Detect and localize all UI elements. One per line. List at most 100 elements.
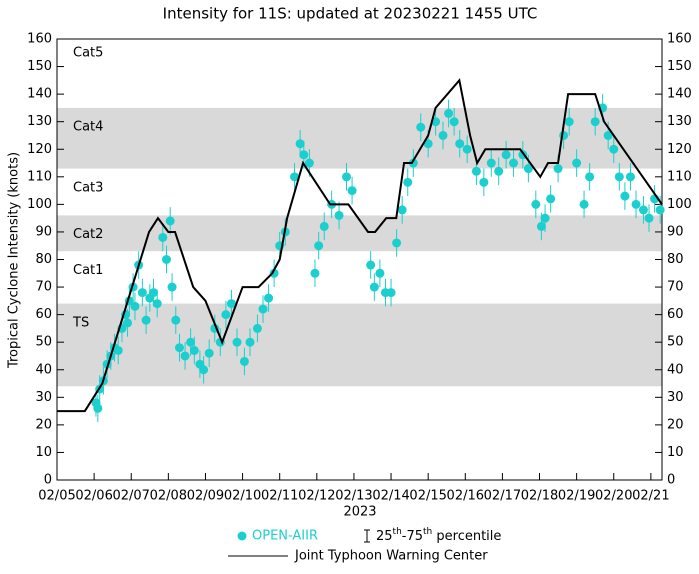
- y-tick-label: 80: [35, 252, 52, 267]
- data-point: [386, 288, 396, 298]
- data-point: [258, 304, 268, 314]
- y2-tick-label: 100: [667, 197, 692, 212]
- y2-tick-label: 40: [667, 362, 684, 377]
- data-point: [438, 130, 448, 140]
- data-point: [449, 117, 459, 127]
- data-point: [375, 268, 385, 278]
- y-tick-label: 100: [27, 197, 52, 212]
- data-point: [585, 172, 595, 182]
- data-point: [161, 255, 171, 264]
- data-point: [494, 166, 504, 176]
- y-tick-label: 110: [27, 169, 52, 184]
- legend-marker: [237, 531, 247, 541]
- x-tick-label: 02/17: [484, 489, 521, 504]
- data-point: [314, 241, 324, 251]
- data-point: [149, 288, 159, 298]
- legend-label-part: th: [393, 527, 402, 537]
- data-point: [189, 345, 199, 355]
- data-point: [245, 337, 255, 347]
- data-point: [471, 166, 481, 176]
- x-tick-label: 02/06: [75, 489, 112, 504]
- data-point: [408, 158, 418, 168]
- data-point: [264, 293, 274, 303]
- data-point: [403, 177, 413, 187]
- data-point: [204, 348, 214, 358]
- x-tick-label: 02/18: [521, 489, 558, 504]
- data-point: [310, 268, 320, 278]
- legend-label-part: percentile: [432, 529, 501, 544]
- chart-title: Intensity for 11S: updated at 20230221 1…: [163, 5, 538, 23]
- y-label: Tropical Cyclone Intensity (knots): [7, 152, 22, 369]
- data-point: [501, 150, 511, 160]
- y-tick-label: 60: [35, 307, 52, 322]
- data-point: [444, 108, 454, 118]
- y-tick-label: 50: [35, 335, 52, 350]
- y2-tick-label: 130: [667, 114, 692, 129]
- data-point: [397, 205, 407, 215]
- data-point: [423, 139, 433, 149]
- data-point: [479, 177, 489, 187]
- y2-tick-label: 20: [667, 417, 684, 432]
- legend-errorbar: [364, 529, 370, 543]
- data-point: [572, 158, 582, 168]
- x-tick-label: 02/15: [409, 489, 446, 504]
- legend-label: OPEN-AIIR: [252, 529, 318, 544]
- band-label: Cat2: [73, 227, 103, 242]
- data-point: [655, 205, 665, 215]
- data-point: [221, 310, 231, 320]
- y2-tick-label: 90: [667, 224, 684, 239]
- data-point: [625, 172, 635, 182]
- data-point: [579, 199, 589, 209]
- legend-label-part: -75: [402, 529, 423, 544]
- data-point: [295, 139, 305, 149]
- data-point: [167, 282, 177, 292]
- data-point: [366, 260, 376, 270]
- data-point: [93, 403, 103, 413]
- data-point: [158, 232, 168, 242]
- data-point: [455, 139, 465, 149]
- data-point: [644, 213, 654, 223]
- y-tick-label: 0: [44, 473, 52, 488]
- x-tick-label: 02/12: [298, 489, 335, 504]
- data-point: [113, 345, 123, 355]
- x-tick-label: 02/07: [112, 489, 149, 504]
- data-point: [199, 365, 209, 375]
- data-point: [590, 117, 600, 127]
- data-point: [290, 172, 300, 182]
- data-point: [347, 186, 357, 196]
- y-tick-label: 140: [27, 87, 52, 102]
- band-label: Cat1: [73, 263, 103, 278]
- intensity-band: [57, 303, 662, 387]
- data-point: [137, 288, 147, 298]
- data-point: [180, 351, 190, 361]
- data-point: [531, 199, 541, 209]
- data-point: [392, 238, 402, 248]
- x-tick-label: 02/19: [558, 489, 595, 504]
- band-label: TS: [72, 315, 89, 330]
- data-point: [546, 194, 556, 204]
- data-point: [232, 337, 242, 347]
- x-tick-label: 02/10: [224, 489, 261, 504]
- data-point: [614, 172, 624, 182]
- y-tick-label: 30: [35, 390, 52, 405]
- data-point: [130, 301, 140, 311]
- y-tick-label: 40: [35, 362, 52, 377]
- data-point: [486, 158, 496, 168]
- y2-tick-label: 10: [667, 445, 684, 460]
- data-point: [523, 164, 533, 174]
- data-point: [123, 318, 133, 328]
- band-label: Cat4: [73, 120, 103, 135]
- data-point: [171, 315, 181, 325]
- legend-label: 25th-75th percentile: [376, 527, 501, 544]
- data-point: [304, 158, 314, 168]
- y-tick-label: 90: [35, 224, 52, 239]
- data-point: [141, 315, 151, 325]
- data-point: [509, 158, 519, 168]
- y2-tick-label: 0: [667, 473, 675, 488]
- data-point: [553, 164, 563, 174]
- data-point: [319, 221, 329, 231]
- data-point: [186, 337, 196, 347]
- plot-frame: [56, 38, 663, 481]
- y-tick-label: 70: [35, 280, 52, 295]
